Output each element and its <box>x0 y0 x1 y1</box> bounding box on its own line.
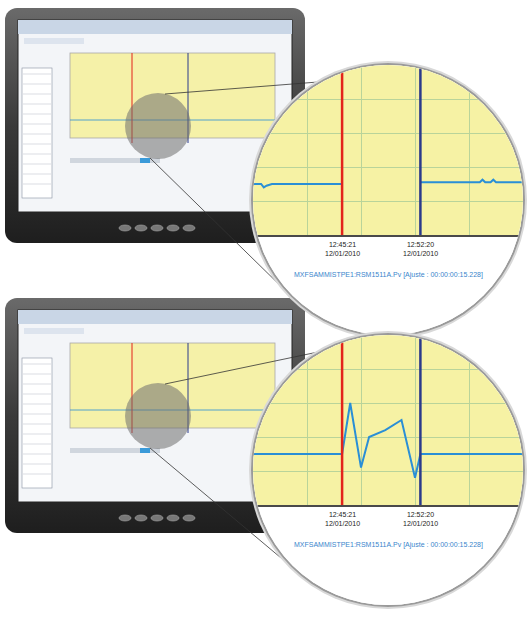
svg-text:MXFSAMMISTPE1:RSM1511A.Pv [Aju: MXFSAMMISTPE1:RSM1511A.Pv [Ajuste : 00:0… <box>294 271 483 279</box>
svg-text:12:52:2012/01/2010: 12:52:2012/01/2010 <box>403 511 438 527</box>
svg-text:12:45:2112/01/2010: 12:45:2112/01/2010 <box>325 511 360 527</box>
svg-text:MXFSAMMISTPE1:RSM1511A.Pv [Aju: MXFSAMMISTPE1:RSM1511A.Pv [Ajuste : 00:0… <box>294 541 483 549</box>
svg-text:12:52:2012/01/2010: 12:52:2012/01/2010 <box>403 241 438 257</box>
svg-text:12:45:2112/01/2010: 12:45:2112/01/2010 <box>325 241 360 257</box>
